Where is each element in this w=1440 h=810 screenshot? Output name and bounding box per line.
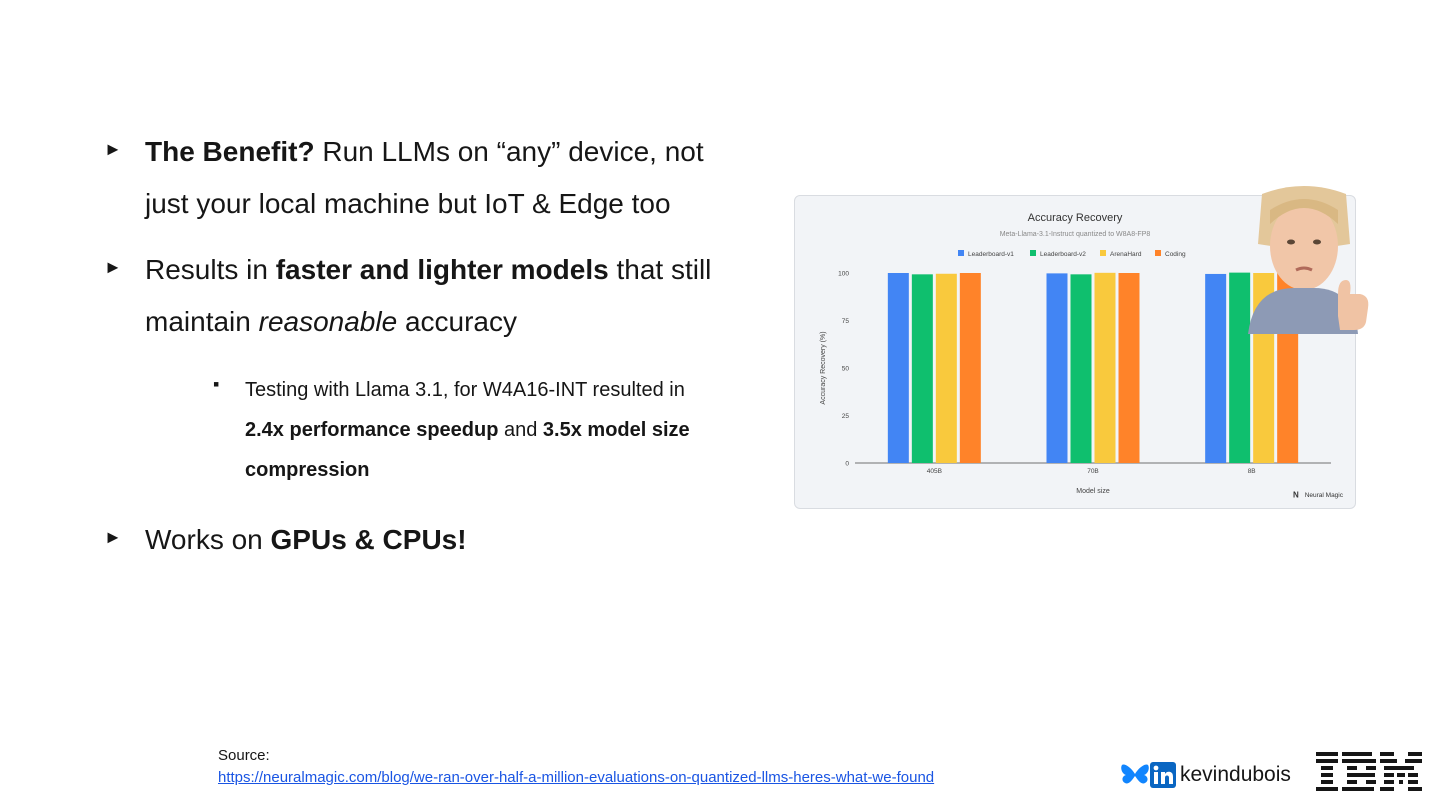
sub-bullet-bold: compression [245,459,370,481]
thumbs-up-kid-illustration [1248,186,1369,334]
bullet-text: Results in [145,254,276,285]
bullet-bold: faster and lighter models [275,254,609,285]
bar-leaderboard-v1-70b [1046,273,1068,463]
bullet-works-on: ► Works on GPUs & CPUs! [104,514,754,566]
thumbs-up-kid-image [1234,184,1372,334]
bar-leaderboard-v2-8b [1229,272,1251,463]
bullet-benefit: ► The Benefit? Run LLMs on “any” device,… [104,126,754,230]
x-axis-label: Model size [1076,488,1110,495]
legend-swatch [1100,250,1106,256]
source-label: Source: [218,747,270,764]
bullet-text: accuracy [397,306,518,337]
bar-coding-405b [959,273,981,463]
x-tick-label: 70B [1087,468,1099,475]
bar-coding-70b [1118,273,1140,463]
x-tick-label: 405B [927,468,942,475]
bullet-text-line2: just your local machine but IoT & Edge t… [145,188,671,219]
bullet-text: Run LLMs on “any” device, not [314,136,704,167]
linkedin-icon[interactable] [1150,762,1176,788]
source-citation: Source: https://neuralmagic.com/blog/we-… [218,745,934,789]
y-axis-label: Accuracy Recovery (%) [820,331,827,404]
bar-leaderboard-v2-405b [911,274,933,463]
bullet-text: Works on [145,524,271,555]
chart-canvas: Accuracy Recovery Meta-Llama-3.1-Instruct… [820,212,1344,500]
legend-swatch [958,250,964,256]
bar-leaderboard-v1-8b [1205,273,1227,463]
chart-subtitle: Meta-Llama-3.1-Instruct quantized to W8A… [1000,231,1151,238]
legend-label: Leaderboard-v2 [1040,251,1086,258]
sub-bullet-text: and [498,419,543,441]
x-tick-label: 8B [1248,468,1256,475]
ibm-logo [1316,752,1422,791]
bullet-text: that still [608,254,712,285]
bullet-emphasis: reasonable [258,306,398,337]
legend-swatch [1030,250,1036,256]
bullet-arrow-icon: ► [104,527,122,547]
y-tick-label: 0 [845,461,849,468]
source-link[interactable]: https://neuralmagic.com/blog/we-ran-over… [218,769,935,786]
social-handle: kevindubois [1120,760,1291,790]
chart-title: Accuracy Recovery [1028,212,1123,224]
y-tick-label: 75 [842,318,850,325]
author-handle: kevindubois [1180,763,1291,786]
bar-arenahard-405b [935,273,957,463]
accuracy-chart: Accuracy Recovery Meta-Llama-3.1-Instruct… [794,195,1356,509]
neural-magic-watermark: Neural Magic [1305,492,1344,499]
bullet-text: maintain [145,306,259,337]
neural-magic-logo-icon: N [1293,491,1299,500]
sub-bullet-dot-icon: ▪ [213,374,220,394]
bar-arenahard-70b [1094,272,1116,463]
bullet-arrow-icon: ► [104,139,122,159]
legend-label: Coding [1165,251,1186,258]
legend-swatch [1155,250,1161,256]
bullet-bold: The Benefit? [145,136,315,167]
bullet-list: ► The Benefit? Run LLMs on “any” device,… [104,126,754,566]
sub-bullet-bold: 2.4x performance speedup [245,419,499,441]
y-tick-label: 25 [842,413,850,420]
legend-label: ArenaHard [1110,251,1142,258]
bar-leaderboard-v1-405b [887,273,909,463]
bar-leaderboard-v2-70b [1070,274,1092,463]
sub-bullet-bold: 3.5x model size [542,419,690,441]
bullet-arrow-icon: ► [104,257,122,277]
legend-label: Leaderboard-v1 [968,251,1014,258]
bullet-results: ► Results in faster and lighter models t… [104,244,754,348]
bullet-bold: GPUs & CPUs! [270,524,467,555]
y-tick-label: 50 [842,366,850,373]
y-tick-label: 100 [838,271,849,278]
sub-bullet-text: Testing with Llama 3.1, for W4A16-INT re… [245,379,685,401]
bluesky-butterfly-icon[interactable] [1120,762,1150,788]
sub-bullet-testing: ▪ Testing with Llama 3.1, for W4A16-INT … [213,370,745,490]
